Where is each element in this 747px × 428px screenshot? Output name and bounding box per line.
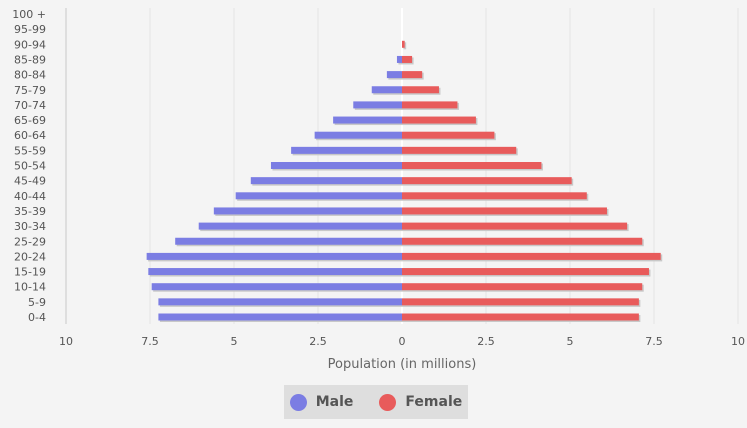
female-bar bbox=[402, 237, 643, 245]
male-bar bbox=[198, 222, 402, 230]
male-bar bbox=[270, 162, 402, 169]
male-bar bbox=[158, 313, 402, 321]
male-bar bbox=[396, 55, 402, 63]
female-bar bbox=[402, 71, 423, 79]
age-group-label: 50-54 bbox=[14, 160, 46, 173]
female-bar bbox=[402, 116, 476, 124]
legend-label-female: Female bbox=[405, 394, 463, 410]
male-bar bbox=[333, 116, 402, 124]
age-group-label: 80-84 bbox=[14, 69, 46, 82]
female-bar bbox=[402, 40, 405, 48]
female-bar bbox=[402, 283, 643, 291]
male-bar bbox=[250, 177, 402, 185]
male-bar bbox=[371, 86, 402, 94]
x-tick-label: 10 bbox=[59, 335, 73, 348]
x-tick-label: 2.5 bbox=[477, 335, 495, 348]
female-bar bbox=[402, 252, 661, 260]
x-axis-tick-labels: 10 7.5 5 2.5 0 2.5 5 7.5 10 bbox=[59, 335, 745, 348]
age-group-label: 20-24 bbox=[14, 250, 46, 263]
male-bar bbox=[291, 146, 402, 154]
age-group-label: 70-74 bbox=[14, 99, 46, 112]
age-group-label: 5-9 bbox=[28, 296, 46, 309]
male-bar bbox=[213, 207, 402, 215]
female-bar bbox=[402, 192, 587, 200]
age-group-label: 25-29 bbox=[14, 235, 46, 248]
female-bar bbox=[402, 162, 542, 169]
male-bar bbox=[175, 237, 402, 245]
x-tick-label: 7.5 bbox=[645, 335, 663, 348]
x-tick-label: 2.5 bbox=[309, 335, 327, 348]
age-group-label: 15-19 bbox=[14, 266, 46, 279]
female-bar bbox=[402, 101, 458, 109]
female-dot-icon bbox=[379, 393, 397, 411]
male-bar bbox=[151, 283, 402, 291]
x-tick-label: 5 bbox=[231, 335, 238, 348]
female-bar bbox=[402, 298, 639, 306]
male-bar bbox=[146, 252, 402, 260]
female-bar bbox=[402, 177, 572, 185]
age-group-label: 30-34 bbox=[14, 220, 46, 233]
age-group-label: 90-94 bbox=[14, 38, 46, 51]
female-bar bbox=[402, 222, 628, 230]
female-bar bbox=[402, 313, 639, 321]
x-tick-label: 5 bbox=[567, 335, 574, 348]
age-group-label: 60-64 bbox=[14, 129, 46, 142]
age-group-label: 75-79 bbox=[14, 84, 46, 97]
age-group-labels: 100 + 95-99 90-94 85-89 80-84 75-79 70-74 65-69… bbox=[12, 8, 46, 324]
x-axis-title: Population (in millions) bbox=[328, 357, 477, 372]
age-group-label: 40-44 bbox=[14, 190, 46, 203]
age-group-label: 55-59 bbox=[14, 144, 46, 157]
age-group-label: 85-89 bbox=[14, 53, 46, 66]
x-tick-label: 7.5 bbox=[141, 335, 159, 348]
legend-label-male: Male bbox=[315, 394, 354, 410]
legend-item-female[interactable]: Female bbox=[379, 393, 463, 411]
legend: Male Female bbox=[284, 385, 468, 419]
male-bar bbox=[386, 71, 402, 79]
x-tick-label: 10 bbox=[731, 335, 745, 348]
male-bar bbox=[148, 268, 402, 276]
age-group-label: 95-99 bbox=[14, 23, 46, 36]
age-group-label: 10-14 bbox=[14, 281, 46, 294]
female-bar bbox=[402, 86, 439, 94]
age-group-label: 65-69 bbox=[14, 114, 46, 127]
female-bar bbox=[402, 146, 517, 154]
female-bar bbox=[402, 207, 607, 215]
legend-item-male[interactable]: Male bbox=[289, 393, 354, 411]
male-bar bbox=[314, 131, 402, 139]
female-bar bbox=[402, 55, 413, 63]
female-bar bbox=[402, 268, 649, 276]
age-group-label: 35-39 bbox=[14, 205, 46, 218]
female-bar bbox=[402, 131, 495, 139]
age-group-label: 100 + bbox=[12, 8, 46, 21]
male-bar bbox=[235, 192, 402, 200]
x-tick-label: 0 bbox=[399, 335, 406, 348]
bars bbox=[146, 40, 663, 322]
age-group-label: 45-49 bbox=[14, 175, 46, 188]
female-bar-shadow bbox=[403, 42, 407, 50]
male-dot-icon bbox=[289, 393, 307, 411]
male-bar bbox=[158, 298, 402, 306]
male-bar bbox=[353, 101, 402, 109]
age-group-label: 0-4 bbox=[28, 311, 46, 324]
